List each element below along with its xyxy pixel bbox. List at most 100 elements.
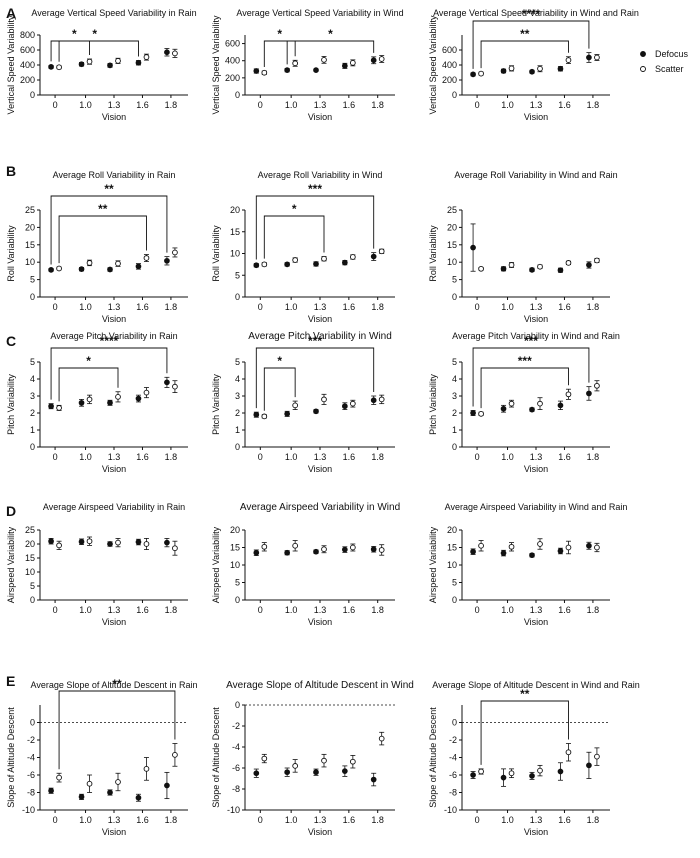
y-tick-label: 1	[235, 425, 240, 435]
scatter-point	[378, 56, 385, 62]
y-tick-label: 0	[235, 442, 240, 452]
y-axis-label: Roll Variability	[6, 225, 16, 282]
defocus-point	[164, 257, 170, 264]
y-tick-label: 600	[442, 45, 457, 55]
y-axis-label: Pitch Variability	[428, 374, 438, 435]
y-tick-label: -6	[449, 770, 457, 780]
scatter-point	[321, 546, 327, 553]
x-tick-label: 1.8	[587, 452, 600, 462]
x-tick-label: 1.6	[558, 605, 571, 615]
scatter-point	[56, 265, 62, 272]
x-axis-label: Vision	[102, 464, 126, 474]
x-tick-label: 1.3	[530, 605, 543, 615]
chart-panel-d3: Average Airspeed Variability in Wind and…	[428, 502, 627, 627]
defocus-point	[313, 261, 319, 267]
y-tick-label: 0	[30, 90, 35, 100]
scatter-point	[537, 263, 543, 270]
y-tick-label: -4	[232, 742, 240, 752]
y-tick-label: 5	[30, 275, 35, 285]
defocus-point	[164, 49, 170, 56]
x-tick-label: 1.0	[285, 302, 298, 312]
x-tick-label: 1.8	[371, 452, 384, 462]
chart-panel-e3: Average Slope of Altitude Descent in Win…	[428, 680, 640, 837]
y-axis-label: Roll Variability	[428, 225, 438, 282]
scatter-point	[172, 383, 178, 390]
scatter-point	[594, 257, 600, 264]
x-axis-label: Vision	[308, 827, 332, 837]
y-tick-label: 0	[452, 718, 457, 728]
y-tick-label: 400	[442, 60, 457, 70]
x-tick-label: 1.6	[343, 815, 356, 825]
x-axis-label: Vision	[102, 314, 126, 324]
x-axis-label: Vision	[524, 112, 548, 122]
y-tick-label: 3	[452, 391, 457, 401]
defocus-point	[529, 773, 535, 779]
scatter-point	[86, 780, 93, 787]
x-tick-label: 1.6	[343, 452, 356, 462]
scatter-point	[86, 260, 93, 266]
significance-bracket	[480, 367, 569, 409]
defocus-point	[78, 399, 85, 406]
significance-bracket	[263, 40, 296, 67]
x-tick-label: 0	[475, 452, 480, 462]
x-tick-label: 1.0	[79, 605, 92, 615]
chart-title: Average Slope of Altitude Descent in Win…	[432, 680, 639, 690]
defocus-point	[253, 770, 260, 777]
scatter-point	[321, 57, 327, 63]
x-tick-label: 1.8	[371, 100, 384, 110]
x-tick-label: 1.8	[371, 815, 384, 825]
scatter-point	[56, 64, 62, 71]
x-tick-label: 1.3	[108, 100, 121, 110]
defocus-point	[586, 762, 592, 769]
y-tick-label: 0	[452, 595, 457, 605]
chart-panel-e1: Average Slope of Altitude Descent in Rai…	[6, 677, 197, 837]
defocus-point	[470, 410, 476, 416]
defocus-point	[135, 59, 142, 66]
x-tick-label: 1.8	[371, 605, 384, 615]
y-tick-label: 200	[442, 75, 457, 85]
y-tick-label: -8	[27, 788, 35, 798]
y-tick-label: 4	[452, 374, 457, 384]
x-tick-label: 1.3	[314, 302, 327, 312]
x-tick-label: 1.8	[165, 100, 178, 110]
defocus-point	[557, 65, 564, 72]
defocus-point	[164, 379, 170, 386]
y-tick-label: -2	[232, 721, 240, 731]
defocus-point	[529, 267, 535, 273]
significance-bracket	[58, 690, 176, 770]
x-axis-label: Vision	[308, 112, 332, 122]
defocus-point	[586, 262, 592, 268]
chart-panel-e2: Average Slope of Altitude Descent in Win…	[211, 680, 414, 837]
x-tick-label: 0	[53, 452, 58, 462]
y-axis-label: Airspeed Variability	[428, 526, 438, 603]
defocus-point	[500, 405, 507, 412]
scatter-point	[86, 58, 93, 65]
y-tick-label: -2	[449, 735, 457, 745]
scatter-point	[565, 57, 572, 63]
y-tick-label: 20	[25, 539, 35, 549]
scatter-point	[508, 543, 515, 550]
x-tick-label: 0	[475, 605, 480, 615]
significance-bracket	[263, 367, 296, 411]
y-axis-label: Slope of Altitude Descent	[211, 707, 221, 808]
scatter-point	[378, 248, 385, 255]
significance-bracket	[58, 367, 119, 402]
significance-bracket	[263, 215, 325, 259]
scatter-point	[143, 389, 150, 396]
y-tick-label: 10	[25, 567, 35, 577]
x-tick-label: 1.0	[79, 100, 92, 110]
scatter-point	[594, 544, 600, 551]
significance-bracket	[50, 40, 139, 62]
scatter-point	[537, 400, 543, 407]
x-tick-label: 0	[53, 815, 58, 825]
legend-label-defocus: Defocus	[655, 49, 689, 59]
defocus-point	[253, 549, 260, 556]
chart-title: Average Airspeed Variability in Wind	[240, 502, 400, 513]
significance-bracket	[50, 195, 168, 265]
y-tick-label: 800	[20, 30, 35, 40]
y-tick-label: 0	[452, 292, 457, 302]
scatter-point	[537, 65, 543, 72]
y-tick-label: 4	[235, 374, 240, 384]
significance-label: ***	[524, 334, 538, 348]
y-tick-label: 5	[30, 357, 35, 367]
